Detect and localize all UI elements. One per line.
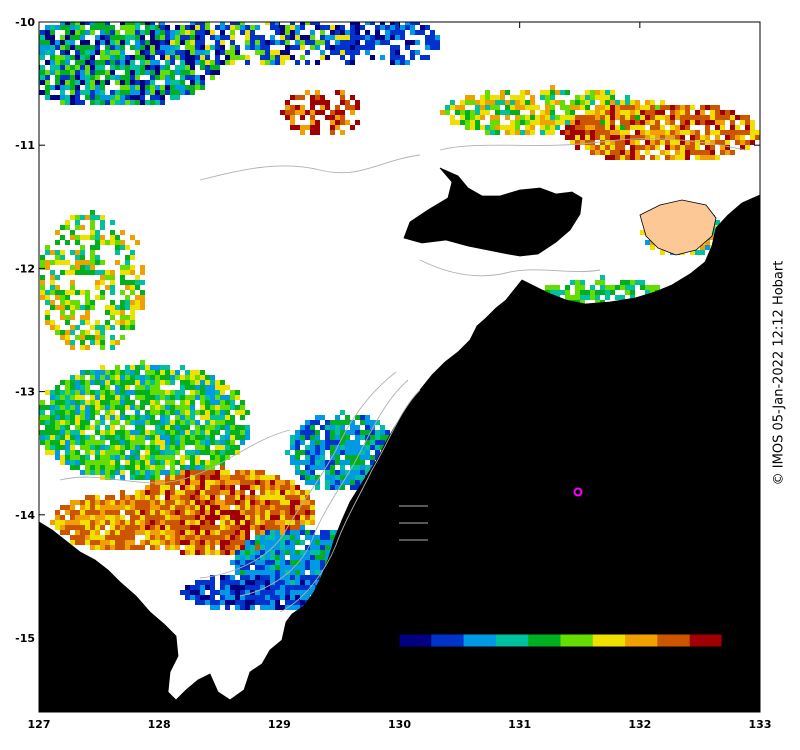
colorbar-swatch [689,634,723,647]
contour-20m [279,389,421,613]
darwin-label: Darwin [505,319,553,333]
colorbar-tick-label: 40 [521,651,537,664]
cobourg-peninsula [403,167,583,257]
lat-tick-label: -15 [15,632,35,645]
map-title-line2: 28 Dec 2021 [579,362,684,380]
darwin-marker [492,320,502,330]
colorbar-swatch [592,634,626,647]
colorbar-tick-label: 80 [650,651,666,664]
imos-credit-text: © IMOS 05-Jan-2022 12:12 Hobart [771,260,787,486]
argo-label: Argo [603,486,635,500]
depth-legend-60m: 60m [399,526,426,540]
map-title-line1: SST Percentiles [579,344,710,362]
contour-west [199,154,421,181]
lon-tick-label: 129 [268,718,291,731]
contour-bonaparte [59,429,291,484]
colorbar-tick-label: 100 [711,651,734,664]
contour-shelf-inner [419,259,601,277]
depth-legend: 20m 40m 60m [399,492,428,541]
colorbar-title-line2: Percentiles of SST [502,619,615,632]
colorbar-swatch [625,634,658,647]
lon-tick-label: 133 [749,718,772,731]
melville-island-east [639,199,717,256]
land-mass [39,167,760,712]
lat-tick-label: -14 [15,509,35,522]
lat-tick-label: -11 [15,139,35,152]
colorbar-title-line1: 1992-2016 SSTAARS [495,606,620,619]
mainland-coast [39,194,760,712]
lat-tick-label: -10 [15,16,35,29]
colorbar-swatch [463,634,497,647]
colorbar-swatch [495,634,529,647]
map-axes: 127 128 129 130 131 132 133 -10 -11 -12 -13 -14 -15 [15,16,771,731]
colorbar-swatch [399,634,432,647]
lon-tick-label: 128 [148,718,171,731]
contour-shelf-north [439,138,746,151]
lon-tick-label: 132 [628,718,651,731]
contour-60m [199,371,397,579]
bathymetry-contours [59,138,746,613]
argo-marker [573,487,583,497]
lon-tick-label: 127 [28,718,51,731]
depth-legend-40m: 40m [399,509,426,523]
colorbar-tick-label: 0 [395,651,403,664]
lon-tick-label: 130 [388,718,411,731]
depth-legend-20m: 20m [399,492,426,506]
colorbar-tick-label: 60 [585,651,601,664]
lon-tick-label: 131 [508,718,531,731]
colorbar: 1992-2016 SSTAARS Percentiles of SST 0 20… [395,606,734,664]
colorbar-swatch [560,634,594,647]
colorbar-swatch [657,634,691,647]
lat-tick-label: -13 [15,386,35,399]
lat-tick-label: -12 [15,262,35,275]
colorbar-swatch [431,634,465,647]
colorbar-swatch [528,634,561,647]
contour-40m [239,379,409,597]
colorbar-tick-label: 20 [456,651,472,664]
